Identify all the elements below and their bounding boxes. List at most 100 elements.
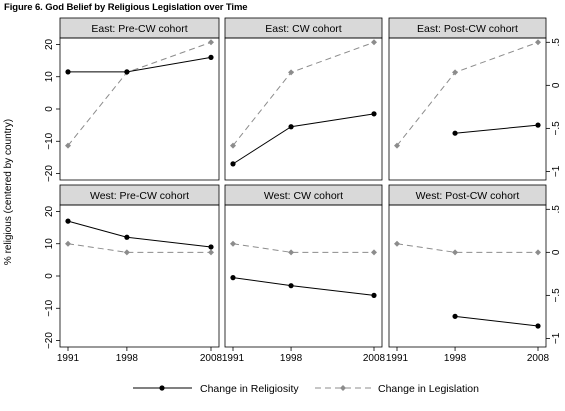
legislation-point bbox=[65, 142, 71, 149]
legislation-line bbox=[67, 243, 211, 253]
y-right-tick-label: .5 bbox=[551, 205, 562, 214]
religiosity-point bbox=[288, 283, 294, 289]
legislation-point bbox=[230, 142, 236, 149]
religiosity-line bbox=[232, 113, 375, 165]
legislation-point bbox=[230, 240, 236, 247]
panel-title: West: Pre-CW cohort bbox=[90, 190, 189, 202]
religiosity-point bbox=[208, 54, 214, 60]
legislation-point bbox=[452, 69, 459, 76]
x-tick-label: 1998 bbox=[280, 353, 303, 364]
religiosity-line bbox=[68, 56, 212, 73]
religiosity-line bbox=[67, 220, 212, 248]
legislation-point bbox=[394, 142, 400, 149]
legislation-line bbox=[396, 41, 539, 146]
legend: Change in Religiosity Change in Legislat… bbox=[133, 383, 479, 395]
y-right-tick-label: .5 bbox=[551, 38, 562, 47]
religiosity-point bbox=[124, 69, 130, 75]
religiosity-point bbox=[535, 122, 541, 128]
y-left-tick-label: −10 bbox=[44, 299, 55, 316]
panel-frame bbox=[59, 37, 220, 181]
religiosity-point bbox=[371, 111, 377, 117]
legislation-line bbox=[232, 41, 375, 146]
panel-frame bbox=[224, 204, 383, 348]
legislation-point bbox=[452, 249, 459, 256]
religiosity-point bbox=[452, 130, 458, 136]
y-left-tick-label: 10 bbox=[44, 238, 55, 250]
y-left-tick-label: 20 bbox=[44, 205, 55, 217]
panel-title: East: Pre-CW cohort bbox=[91, 23, 187, 35]
legislation-point bbox=[535, 39, 541, 46]
y-right-tick-label: −1 bbox=[551, 165, 562, 177]
religiosity-point bbox=[371, 292, 377, 298]
religiosity-line bbox=[455, 124, 539, 134]
panel-title: East: Post-CW cohort bbox=[417, 23, 518, 35]
y-right-tick-label: 0 bbox=[551, 82, 562, 88]
legend-legislation-marker bbox=[340, 385, 346, 391]
legislation-point bbox=[371, 249, 377, 256]
legislation-point bbox=[123, 249, 130, 256]
panel-frame bbox=[224, 37, 383, 181]
panel-5: West: CW cohort bbox=[224, 184, 383, 348]
y-axis-label: % religious (centered by country) bbox=[3, 119, 14, 265]
legend-religiosity-label: Change in Religiosity bbox=[200, 383, 299, 395]
legislation-point bbox=[535, 249, 541, 256]
religiosity-point bbox=[288, 124, 294, 130]
y-left-tick-label: 0 bbox=[44, 273, 55, 279]
x-tick-label: 2008 bbox=[363, 353, 386, 364]
y-left-tick-label: −20 bbox=[44, 165, 55, 182]
legislation-point bbox=[208, 249, 214, 256]
religiosity-line bbox=[232, 277, 375, 296]
legislation-line bbox=[396, 243, 538, 253]
religiosity-point bbox=[452, 313, 458, 319]
panel-frame bbox=[59, 204, 220, 348]
y-left-tick-label: 20 bbox=[44, 38, 55, 50]
x-tick-label: 1998 bbox=[444, 353, 467, 364]
legislation-point bbox=[371, 39, 377, 46]
y-right-tick-label: −.5 bbox=[551, 288, 562, 303]
y-right-tick-label: −.5 bbox=[551, 121, 562, 136]
legislation-point bbox=[288, 69, 295, 76]
panel-6: West: Post-CW cohort bbox=[388, 184, 547, 348]
religiosity-point bbox=[65, 69, 71, 75]
x-tick-label: 1991 bbox=[57, 353, 80, 364]
x-tick-label: 2008 bbox=[200, 353, 223, 364]
legend-legislation-label: Change in Legislation bbox=[378, 383, 479, 395]
legislation-point bbox=[394, 240, 400, 247]
panel-title: West: CW cohort bbox=[264, 190, 343, 202]
panel-2: East: CW cohort bbox=[224, 17, 383, 181]
panel-frame bbox=[388, 37, 547, 181]
religiosity-point bbox=[230, 161, 236, 167]
panel-1: East: Pre-CW cohort bbox=[59, 17, 220, 181]
panel-title: East: CW cohort bbox=[265, 23, 342, 35]
panels-layer: East: Pre-CW cohort East: CW cohort East: … bbox=[59, 17, 547, 348]
x-tick-label: 1991 bbox=[222, 353, 245, 364]
y-right-tick-label: −1 bbox=[551, 332, 562, 344]
y-left-tick-label: −10 bbox=[44, 132, 55, 149]
religiosity-point bbox=[208, 244, 214, 250]
legislation-line bbox=[67, 41, 212, 146]
religiosity-point bbox=[535, 323, 541, 329]
x-tick-label: 1998 bbox=[116, 353, 139, 364]
x-tick-label: 2008 bbox=[527, 353, 550, 364]
y-left-tick-label: −20 bbox=[44, 332, 55, 349]
panel-title: West: Post-CW cohort bbox=[416, 190, 520, 202]
legend-religiosity-marker bbox=[159, 385, 165, 391]
panel-4: West: Pre-CW cohort bbox=[59, 184, 220, 348]
panel-3: East: Post-CW cohort bbox=[388, 17, 547, 181]
religiosity-point bbox=[124, 234, 130, 240]
figure-title: Figure 6. God Belief by Religious Legisl… bbox=[4, 2, 248, 13]
legislation-point bbox=[288, 249, 295, 256]
religiosity-line bbox=[455, 315, 539, 327]
y-left-tick-label: 10 bbox=[44, 71, 55, 83]
legislation-point bbox=[65, 240, 71, 247]
panel-frame bbox=[388, 204, 547, 348]
legislation-line bbox=[232, 243, 374, 253]
religiosity-point bbox=[65, 218, 71, 224]
y-right-tick-label: 0 bbox=[551, 249, 562, 255]
y-left-tick-label: 0 bbox=[44, 106, 55, 112]
legislation-point bbox=[208, 39, 214, 46]
x-tick-label: 1991 bbox=[386, 353, 409, 364]
religiosity-point bbox=[230, 275, 236, 281]
